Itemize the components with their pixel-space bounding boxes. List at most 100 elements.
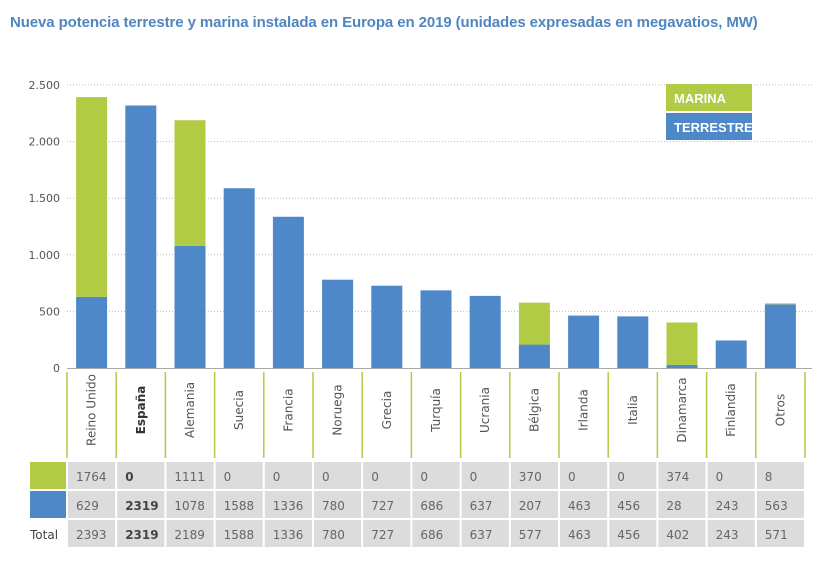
table-cell-value: 571 [765, 528, 788, 542]
x-category-label: Noruega [331, 384, 345, 435]
table-cell [264, 520, 312, 547]
table-cell [609, 520, 657, 547]
table-cell-value: 727 [371, 528, 394, 542]
table-cell [314, 491, 362, 518]
table-cell-value: 2319 [125, 528, 158, 542]
y-tick-label: 2.500 [29, 79, 61, 92]
bar-terrestre [568, 315, 600, 368]
bar-terrestre [518, 344, 550, 368]
table-cell-value: 686 [420, 499, 443, 513]
table-cell [658, 491, 706, 518]
table-cell [658, 462, 706, 489]
table-cell-value: 2393 [76, 528, 107, 542]
table-cell [363, 462, 411, 489]
table-cell [117, 462, 165, 489]
legend-swatch-terrestre [666, 113, 752, 140]
table-cell-value: 780 [322, 528, 345, 542]
table-cell-value: 456 [617, 499, 640, 513]
bar-terrestre [272, 216, 304, 368]
x-category-label: Grecia [380, 391, 394, 430]
table-cell-value: 637 [470, 499, 493, 513]
table-cell-value: 1588 [224, 528, 255, 542]
bar-terrestre [125, 105, 157, 368]
table-cell-value: 1588 [224, 499, 255, 513]
table-cell [117, 520, 165, 547]
table-cell-value: 370 [519, 470, 542, 484]
table-cell [560, 491, 608, 518]
bar-terrestre [174, 245, 206, 368]
table-cell-value: 727 [371, 499, 394, 513]
bar-marina [76, 97, 108, 297]
bar-terrestre [322, 279, 354, 368]
table-cell-value: 0 [470, 470, 478, 484]
x-category-label: Finlandia [724, 383, 738, 437]
table-cell [68, 520, 116, 547]
table-cell-value: 629 [76, 499, 99, 513]
bar-marina [666, 322, 698, 365]
bar-terrestre [223, 188, 255, 368]
table-cell [68, 462, 116, 489]
table-cell-value: 463 [568, 528, 591, 542]
table-cell-value: 463 [568, 499, 591, 513]
table-cell [314, 462, 362, 489]
table-cell [756, 462, 804, 489]
bar-marina [764, 303, 796, 305]
x-category-label: España [134, 386, 148, 435]
table-cell [215, 462, 263, 489]
table-cell-value: 0 [273, 470, 281, 484]
table-cell [510, 462, 558, 489]
x-category-label: Irlanda [577, 389, 591, 431]
table-cell-value: 780 [322, 499, 345, 513]
table-cell-value: 243 [716, 499, 739, 513]
table-cell-value: 2189 [174, 528, 205, 542]
table-cell [707, 520, 755, 547]
y-tick-label: 1.000 [29, 249, 61, 262]
table-key-terrestre [30, 491, 66, 518]
table-cell [658, 520, 706, 547]
table-cell-value: 28 [666, 499, 681, 513]
bar-terrestre [371, 285, 403, 368]
x-category-label: Italia [626, 395, 640, 425]
table-cell [68, 491, 116, 518]
table-cell-value: 0 [371, 470, 379, 484]
table-cell-value: 577 [519, 528, 542, 542]
table-cell [264, 462, 312, 489]
table-cell-value: 2319 [125, 499, 158, 513]
x-category-label: Reino Unido [85, 374, 99, 446]
x-category-label: Ucrania [478, 387, 492, 433]
bar-marina [518, 302, 550, 345]
bar-terrestre [420, 290, 452, 368]
table-cell-value: 1336 [273, 499, 304, 513]
table-cell-value: 0 [224, 470, 232, 484]
legend-label-marina: MARINA [674, 91, 727, 106]
bar-terrestre [666, 364, 698, 368]
table-cell [117, 491, 165, 518]
table-cell-value: 456 [617, 528, 640, 542]
table-cell [215, 520, 263, 547]
table-cell [560, 462, 608, 489]
table-cell-value: 0 [617, 470, 625, 484]
x-category-label: Turquía [429, 388, 443, 433]
x-category-label: Francia [281, 388, 295, 431]
y-tick-label: 2.000 [29, 136, 61, 149]
table-cell-value: 0 [568, 470, 576, 484]
table-cell-value: 0 [125, 470, 133, 484]
table-cell [215, 491, 263, 518]
table-cell [560, 520, 608, 547]
x-category-label: Dinamarca [675, 377, 689, 442]
x-category-label: Alemania [183, 382, 197, 438]
table-cell-value: 207 [519, 499, 542, 513]
table-cell-value: 563 [765, 499, 788, 513]
table-cell [707, 491, 755, 518]
table-cell [510, 491, 558, 518]
table-cell [609, 462, 657, 489]
chart-title: Nueva potencia terrestre y marina instal… [10, 14, 758, 31]
table-cell-value: 686 [420, 528, 443, 542]
table-cell [166, 491, 214, 518]
table-cell [166, 520, 214, 547]
table-cell [707, 462, 755, 489]
table-cell [412, 462, 460, 489]
table-cell [510, 520, 558, 547]
table-cell-value: 1078 [174, 499, 205, 513]
